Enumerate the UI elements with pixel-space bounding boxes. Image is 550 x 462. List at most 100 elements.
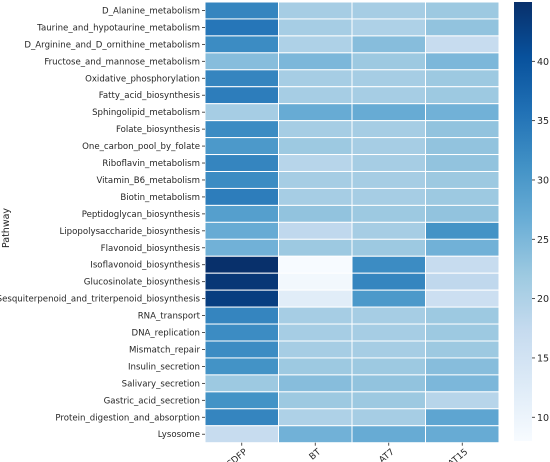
heatmap-cell (425, 35, 500, 54)
heatmap-cell (204, 391, 279, 410)
heatmap-cell (351, 35, 426, 54)
heatmap-cell (204, 272, 279, 291)
heatmap-cell (204, 18, 279, 37)
heatmap-cell (278, 204, 353, 223)
heatmap-cell (425, 52, 500, 71)
heatmap-cells (204, 1, 500, 444)
heatmap-cell (425, 357, 500, 376)
heatmap-cell (204, 52, 279, 71)
colorbar-tick-label: 20 (537, 294, 549, 305)
heatmap-cell (278, 272, 353, 291)
row-label: Gastric_acid_secretion (104, 396, 200, 406)
heatmap-cell (425, 1, 500, 20)
heatmap-cell (351, 238, 426, 257)
colorbar-tick-label: 30 (537, 175, 549, 186)
row-label: Biotin_metabolism (120, 193, 200, 203)
heatmap-cell (351, 137, 426, 156)
colorbar-tick-label: 15 (537, 353, 549, 364)
heatmap-cell (351, 374, 426, 393)
row-label: Peptidoglycan_biosynthesis (82, 210, 201, 220)
heatmap-cell (351, 323, 426, 342)
row-label: Protein_digestion_and_absorption (55, 413, 200, 423)
heatmap-cell (278, 103, 353, 122)
row-label: Salivary_secretion (122, 379, 200, 389)
colorbar-tick-label: 10 (537, 413, 549, 424)
heatmap-cell (425, 323, 500, 342)
heatmap-cell (278, 171, 353, 189)
heatmap-cell (278, 289, 353, 308)
heatmap-cell (278, 238, 353, 257)
heatmap-cell (425, 238, 500, 257)
heatmap-cell (204, 374, 279, 393)
column-label: BT (308, 447, 324, 462)
heatmap-cell (204, 408, 279, 427)
heatmap-cell (278, 187, 353, 206)
row-label: Taurine_and_hypotaurine_metabolism (36, 23, 200, 33)
heatmap-cell (278, 306, 353, 325)
heatmap-cell (204, 221, 279, 240)
heatmap-cell (425, 306, 500, 325)
heatmap-cell (425, 272, 500, 291)
heatmap-cell (351, 408, 426, 427)
row-label: Glucosinolate_biosynthesis (84, 278, 201, 288)
heatmap-cell (351, 120, 426, 139)
heatmap-cell (425, 18, 500, 37)
heatmap-cell (278, 69, 353, 88)
column-labels: CDFP BT AT7 AT15 (225, 442, 471, 462)
heatmap-cell (204, 120, 279, 139)
heatmap-cell (278, 18, 353, 37)
heatmap-cell (351, 18, 426, 37)
heatmap-cell (425, 391, 500, 410)
heatmap-cell (204, 289, 279, 308)
heatmap-cell (204, 238, 279, 257)
heatmap-cell (278, 357, 353, 376)
column-label: AT7 (377, 447, 396, 462)
heatmap-cell (204, 306, 279, 325)
heatmap-cell (204, 357, 279, 376)
column-label: AT15 (447, 447, 471, 462)
heatmap-cell (425, 289, 500, 308)
heatmap-cell (351, 154, 426, 173)
row-label: Mismatch_repair (129, 345, 200, 355)
row-label: RNA_transport (138, 312, 201, 322)
colorbar: 10 15 20 25 30 35 40 (514, 2, 549, 441)
heatmap-cell (351, 69, 426, 88)
heatmap-cell (351, 86, 426, 105)
colorbar-tick-label: 25 (537, 235, 549, 246)
row-label: Riboflavin_metabolism (102, 159, 200, 169)
heatmap-cell (351, 391, 426, 410)
row-label: Lipopolysaccharide_biosynthesis (60, 227, 201, 237)
heatmap-cell (351, 306, 426, 325)
heatmap-cell (278, 374, 353, 393)
row-label: DNA_replication (131, 329, 200, 339)
heatmap-cell (204, 69, 279, 88)
heatmap-cell (278, 340, 353, 359)
heatmap-cell (351, 204, 426, 223)
row-labels: D_Alanine_metabolism Taurine_and_hypotaur… (0, 6, 205, 440)
heatmap-cell (278, 35, 353, 54)
heatmap-cell (425, 120, 500, 139)
heatmap-cell (278, 323, 353, 342)
heatmap-cell (278, 221, 353, 240)
heatmap-cell (425, 340, 500, 359)
heatmap-cell (278, 255, 353, 274)
row-label: Sphingolipid_metabolism (92, 108, 200, 118)
heatmap-cell (425, 137, 500, 156)
heatmap-cell (204, 86, 279, 105)
heatmap-cell (425, 408, 500, 427)
heatmap-cell (425, 171, 500, 189)
heatmap-cell (278, 425, 353, 444)
heatmap-cell (425, 69, 500, 88)
heatmap-cell (351, 340, 426, 359)
heatmap-cell (425, 204, 500, 223)
row-label: One_carbon_pool_by_folate (82, 142, 200, 152)
colorbar-ticks: 10 15 20 25 30 35 40 (532, 57, 549, 424)
heatmap-cell (425, 187, 500, 206)
row-label: Folate_biosynthesis (116, 125, 201, 135)
heatmap-cell (204, 154, 279, 173)
heatmap-cell (425, 221, 500, 240)
heatmap-cell (351, 52, 426, 71)
heatmap-cell (278, 137, 353, 156)
heatmap-cell (204, 340, 279, 359)
